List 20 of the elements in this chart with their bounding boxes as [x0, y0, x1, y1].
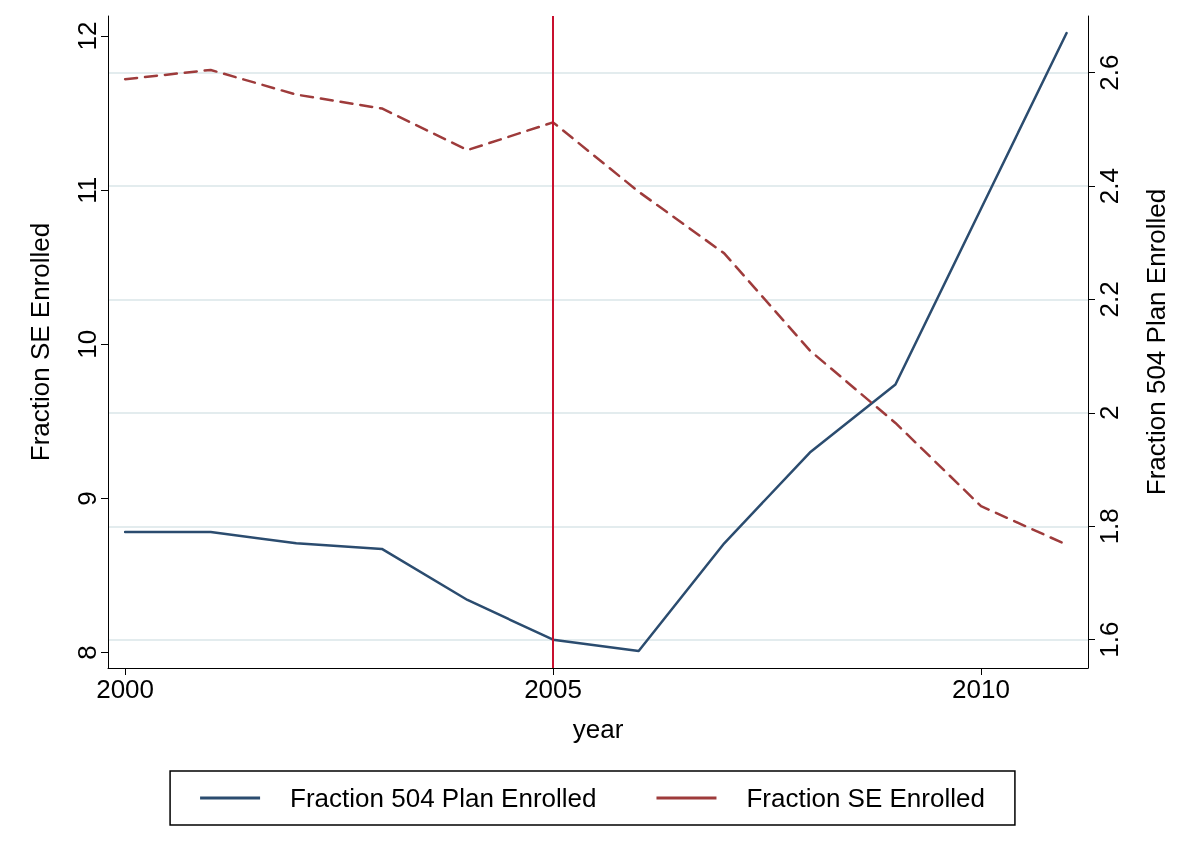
line-series [123, 31, 1068, 653]
y2-axis-title: Fraction 504 Plan Enrolled [1141, 188, 1171, 496]
y2-tick-label: 2.2 [1094, 281, 1124, 318]
y-tick-label: 9 [72, 491, 102, 506]
y2-tick-label: 1.8 [1094, 508, 1124, 545]
y-tick-label: 11 [72, 176, 102, 204]
legend-label: Fraction SE Enrolled [746, 783, 985, 813]
y-tick-label: 12 [72, 21, 102, 51]
y2-tick-label: 2.4 [1094, 168, 1124, 205]
y-tick-label: 8 [72, 645, 102, 660]
y-axis-title: Fraction SE Enrolled [25, 222, 55, 462]
x-tick-label: 2000 [96, 674, 155, 704]
y2-tick-label: 1.6 [1094, 621, 1124, 658]
x-tick-label: 2005 [524, 674, 582, 704]
legend-label: Fraction 504 Plan Enrolled [290, 783, 597, 813]
x-axis-title: year [572, 714, 624, 744]
x-tick-label: 2010 [952, 674, 1010, 704]
y-tick-label: 10 [72, 329, 102, 359]
y2-tick-label: 2 [1094, 405, 1124, 421]
y2-tick-label: 2.6 [1094, 54, 1124, 91]
